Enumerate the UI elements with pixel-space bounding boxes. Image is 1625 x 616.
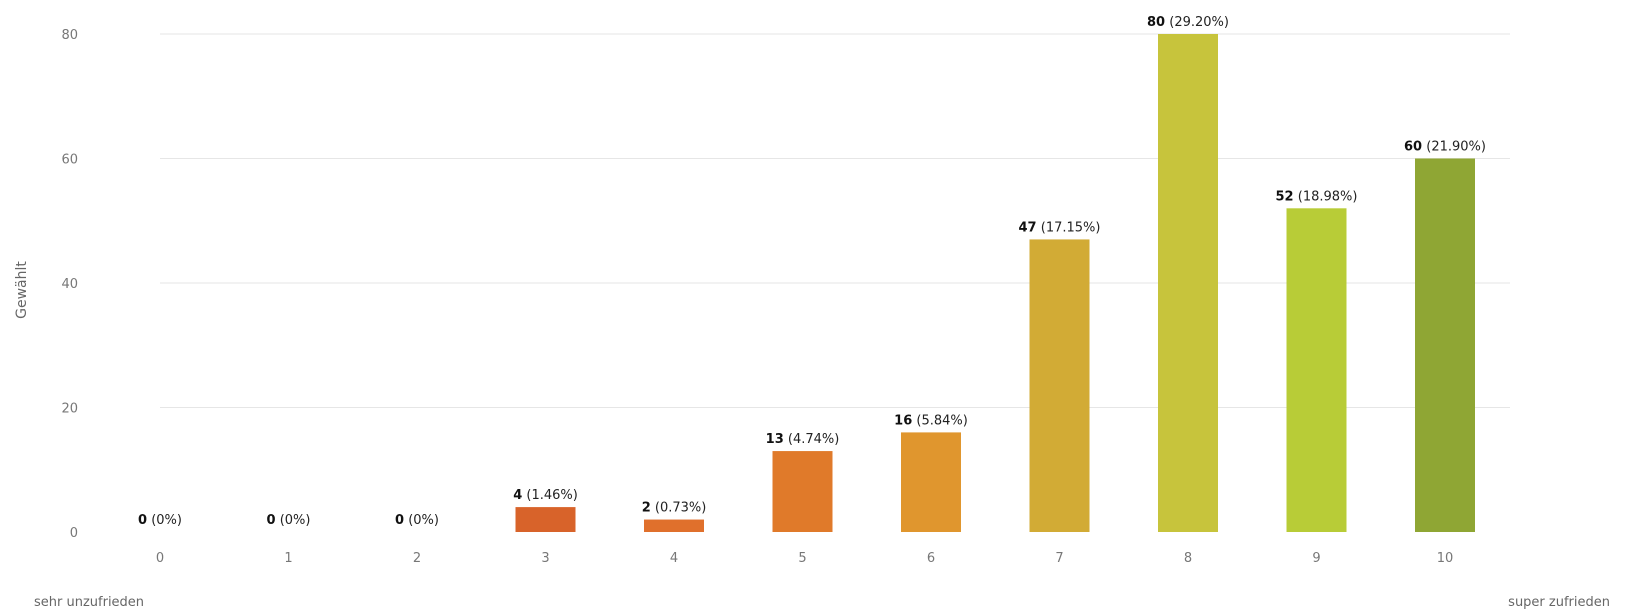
x-tick-label: 3 bbox=[541, 551, 549, 566]
scale-low-label: sehr unzufrieden bbox=[34, 595, 144, 610]
data-label-value: 0 bbox=[267, 513, 276, 528]
x-axis-ticks: 0 1 2 3 4 5 6 7 8 9 10 bbox=[156, 551, 1453, 566]
y-tick-label: 20 bbox=[61, 402, 78, 417]
y-axis-ticks: 0 20 40 60 80 bbox=[61, 28, 78, 541]
data-label-percent: (21.90%) bbox=[1422, 140, 1486, 155]
data-label: 80 (29.20%) bbox=[1147, 15, 1229, 30]
bar bbox=[901, 432, 961, 532]
data-label-value: 60 bbox=[1404, 140, 1422, 155]
data-label-percent: (0.73%) bbox=[651, 501, 707, 516]
grid-lines bbox=[160, 33, 1510, 408]
data-label-percent: (4.74%) bbox=[784, 432, 840, 447]
data-label-value: 2 bbox=[642, 501, 651, 516]
data-label: 2 (0.73%) bbox=[642, 501, 707, 516]
x-tick-label: 8 bbox=[1184, 551, 1192, 566]
x-tick-label: 2 bbox=[413, 551, 421, 566]
data-label: 0 (0%) bbox=[267, 513, 311, 528]
scale-high-label: super zufrieden bbox=[1508, 595, 1610, 610]
data-label-percent: (29.20%) bbox=[1165, 15, 1229, 30]
x-tick-label: 7 bbox=[1055, 551, 1063, 566]
bar bbox=[515, 507, 576, 532]
x-tick-label: 1 bbox=[284, 551, 292, 566]
y-tick-label: 80 bbox=[61, 28, 78, 43]
bar bbox=[1286, 208, 1347, 533]
data-label-value: 52 bbox=[1276, 189, 1294, 204]
x-tick-label: 6 bbox=[927, 551, 935, 566]
bars bbox=[515, 34, 1475, 533]
data-label-percent: (5.84%) bbox=[912, 413, 968, 428]
data-label: 60 (21.90%) bbox=[1404, 140, 1486, 155]
bar bbox=[1029, 239, 1090, 533]
x-tick-label: 4 bbox=[670, 551, 678, 566]
data-label-percent: (0%) bbox=[276, 513, 311, 528]
data-label: 0 (0%) bbox=[138, 513, 182, 528]
data-label: 47 (17.15%) bbox=[1019, 220, 1101, 235]
data-label-percent: (0%) bbox=[404, 513, 439, 528]
y-tick-label: 60 bbox=[61, 153, 78, 168]
data-label: 4 (1.46%) bbox=[513, 488, 578, 503]
data-label-percent: (0%) bbox=[147, 513, 182, 528]
data-label-value: 0 bbox=[395, 513, 404, 528]
x-tick-label: 0 bbox=[156, 551, 164, 566]
data-label-percent: (1.46%) bbox=[522, 488, 578, 503]
data-label-percent: (18.98%) bbox=[1294, 189, 1358, 204]
y-tick-label: 40 bbox=[61, 277, 78, 292]
x-tick-label: 9 bbox=[1312, 551, 1320, 566]
y-axis-title: Gewählt bbox=[14, 261, 30, 319]
data-label-value: 0 bbox=[138, 513, 147, 528]
data-label-value: 13 bbox=[766, 432, 784, 447]
data-labels: 0 (0%) 0 (0%) 0 (0%)4 (1.46%)2 (0.73%)13 (… bbox=[138, 15, 1486, 528]
data-label: 16 (5.84%) bbox=[894, 413, 968, 428]
data-label: 52 (18.98%) bbox=[1276, 189, 1358, 204]
data-label-value: 47 bbox=[1019, 220, 1037, 235]
bar bbox=[644, 519, 704, 532]
data-label-value: 80 bbox=[1147, 15, 1165, 30]
data-label: 13 (4.74%) bbox=[766, 432, 840, 447]
data-label-value: 16 bbox=[894, 413, 912, 428]
bar bbox=[1158, 34, 1218, 532]
bar bbox=[772, 451, 833, 532]
data-label: 0 (0%) bbox=[395, 513, 439, 528]
x-tick-label: 10 bbox=[1437, 551, 1454, 566]
x-tick-label: 5 bbox=[798, 551, 806, 566]
data-label-percent: (17.15%) bbox=[1037, 220, 1101, 235]
data-label-value: 4 bbox=[513, 488, 522, 503]
y-tick-label: 0 bbox=[70, 526, 78, 541]
bar bbox=[1415, 158, 1475, 532]
